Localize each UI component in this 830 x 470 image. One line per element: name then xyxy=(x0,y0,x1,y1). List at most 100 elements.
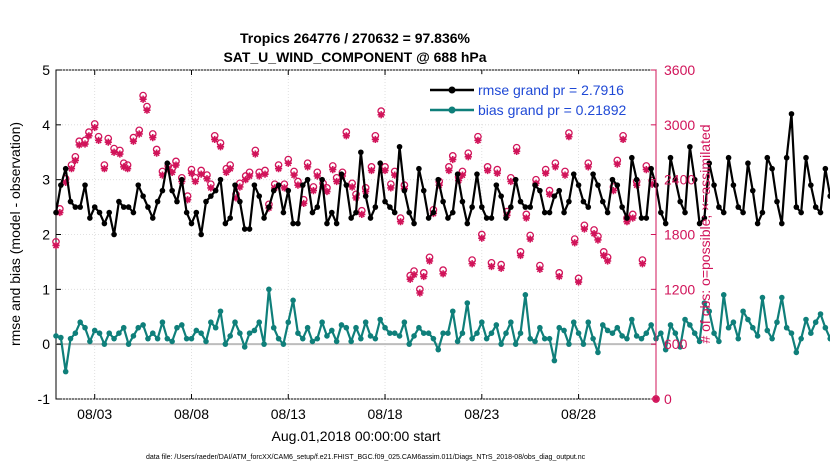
bias-point xyxy=(745,316,751,323)
obs-assimilated-point xyxy=(371,135,379,144)
obs-assimilated-point xyxy=(619,135,627,144)
obs-assimilated-point xyxy=(104,138,112,146)
obs-assimilated-point xyxy=(445,166,453,175)
obs-assimilated-point xyxy=(203,175,211,183)
rmse-point xyxy=(91,204,98,210)
rmse-point xyxy=(449,209,456,216)
x-tick-label: 08/23 xyxy=(464,406,499,422)
bias-point xyxy=(290,297,296,304)
bias-point xyxy=(822,324,829,331)
rmse-point xyxy=(599,198,606,205)
rmse-point xyxy=(266,204,272,210)
rmse-point xyxy=(696,220,703,227)
bias-point xyxy=(488,330,495,337)
rmse-point xyxy=(367,215,374,221)
bias-point xyxy=(551,357,558,364)
rmse-point xyxy=(585,204,592,210)
bias-point xyxy=(295,330,301,337)
bias-point xyxy=(227,333,233,339)
obs-assimilated-point xyxy=(85,132,93,140)
bias-point xyxy=(459,330,466,337)
bias-point xyxy=(82,324,88,331)
bias-point xyxy=(411,333,417,339)
obs-assimilated-point xyxy=(638,260,647,268)
bias-point xyxy=(106,330,113,337)
x-tick-label: 08/18 xyxy=(368,406,403,422)
bias-point xyxy=(101,341,108,347)
obs-assimilated-point xyxy=(580,225,588,233)
bias-point xyxy=(735,335,742,342)
bias-point xyxy=(111,335,117,342)
obs-assimilated-point xyxy=(425,257,434,265)
bias-point xyxy=(406,341,413,347)
bias-point xyxy=(416,324,422,331)
obs-assimilated-point xyxy=(329,166,337,174)
bias-point xyxy=(53,333,59,339)
bias-point xyxy=(348,338,354,345)
rmse-point xyxy=(416,165,422,172)
obs-assimilated-point xyxy=(245,172,254,180)
rmse-point xyxy=(687,143,693,150)
bias-point xyxy=(232,319,238,326)
bias-point xyxy=(643,330,650,337)
bias-point xyxy=(793,349,800,356)
obs-assimilated-point xyxy=(75,141,83,149)
rmse-point xyxy=(212,187,219,194)
bias-point xyxy=(343,324,350,331)
rmse-point xyxy=(111,231,117,238)
obs-assimilated-point xyxy=(565,133,573,141)
bias-point xyxy=(87,338,93,345)
obs-assimilated-point xyxy=(600,251,608,260)
bias-point xyxy=(556,324,563,331)
rmse-point xyxy=(324,220,330,227)
rmse-point xyxy=(619,204,625,210)
obs-assimilated-point xyxy=(551,163,559,171)
rmse-point xyxy=(648,165,654,172)
rmse-point xyxy=(701,215,708,221)
bias-point xyxy=(324,333,330,339)
obs-assimilated-point xyxy=(62,178,70,187)
obs-assimilated-point xyxy=(168,168,176,176)
bias-point xyxy=(585,319,592,326)
bias-point xyxy=(803,316,809,323)
bias-point xyxy=(372,335,379,342)
rmse-point xyxy=(527,204,533,210)
rmse-point xyxy=(227,215,233,221)
bias-point xyxy=(759,294,766,301)
bias-point xyxy=(604,327,611,334)
rmse-point xyxy=(745,160,751,167)
rmse-point xyxy=(445,215,451,221)
bias-point xyxy=(769,335,775,342)
rmse-point xyxy=(503,215,509,221)
bias-point xyxy=(449,308,456,315)
obs-assimilated-point xyxy=(648,180,656,188)
obs-assimilated-point xyxy=(516,251,525,260)
rmse-point xyxy=(551,193,558,199)
rmse-point xyxy=(474,171,480,177)
rmse-point xyxy=(769,165,775,172)
bias-point xyxy=(624,335,630,342)
obs-assimilated-point xyxy=(367,166,376,175)
rmse-point xyxy=(430,209,437,216)
obs-assimilated-point xyxy=(574,278,583,286)
rmse-point xyxy=(270,187,277,194)
bias-point xyxy=(595,349,601,356)
rmse-point xyxy=(72,204,79,210)
bias-point xyxy=(338,322,345,328)
left-tick-label: 4 xyxy=(42,117,50,133)
bias-point xyxy=(212,324,219,331)
right-tick-label: 3000 xyxy=(664,117,695,133)
chart-title-line1: Tropics 264776 / 270632 = 97.836% xyxy=(240,30,471,46)
rmse-point xyxy=(483,215,490,221)
rmse-point xyxy=(575,182,582,188)
rmse-point xyxy=(629,154,635,161)
obs-assimilated-point xyxy=(216,143,225,151)
rmse-point xyxy=(633,176,640,183)
obs-assimilated-point xyxy=(348,183,356,191)
obs-assimilated-point xyxy=(207,184,215,192)
rmse-point xyxy=(67,198,74,205)
bias-point xyxy=(445,330,451,337)
bias-point xyxy=(261,341,267,347)
rmse-point xyxy=(595,182,601,188)
bias-point xyxy=(164,335,171,342)
